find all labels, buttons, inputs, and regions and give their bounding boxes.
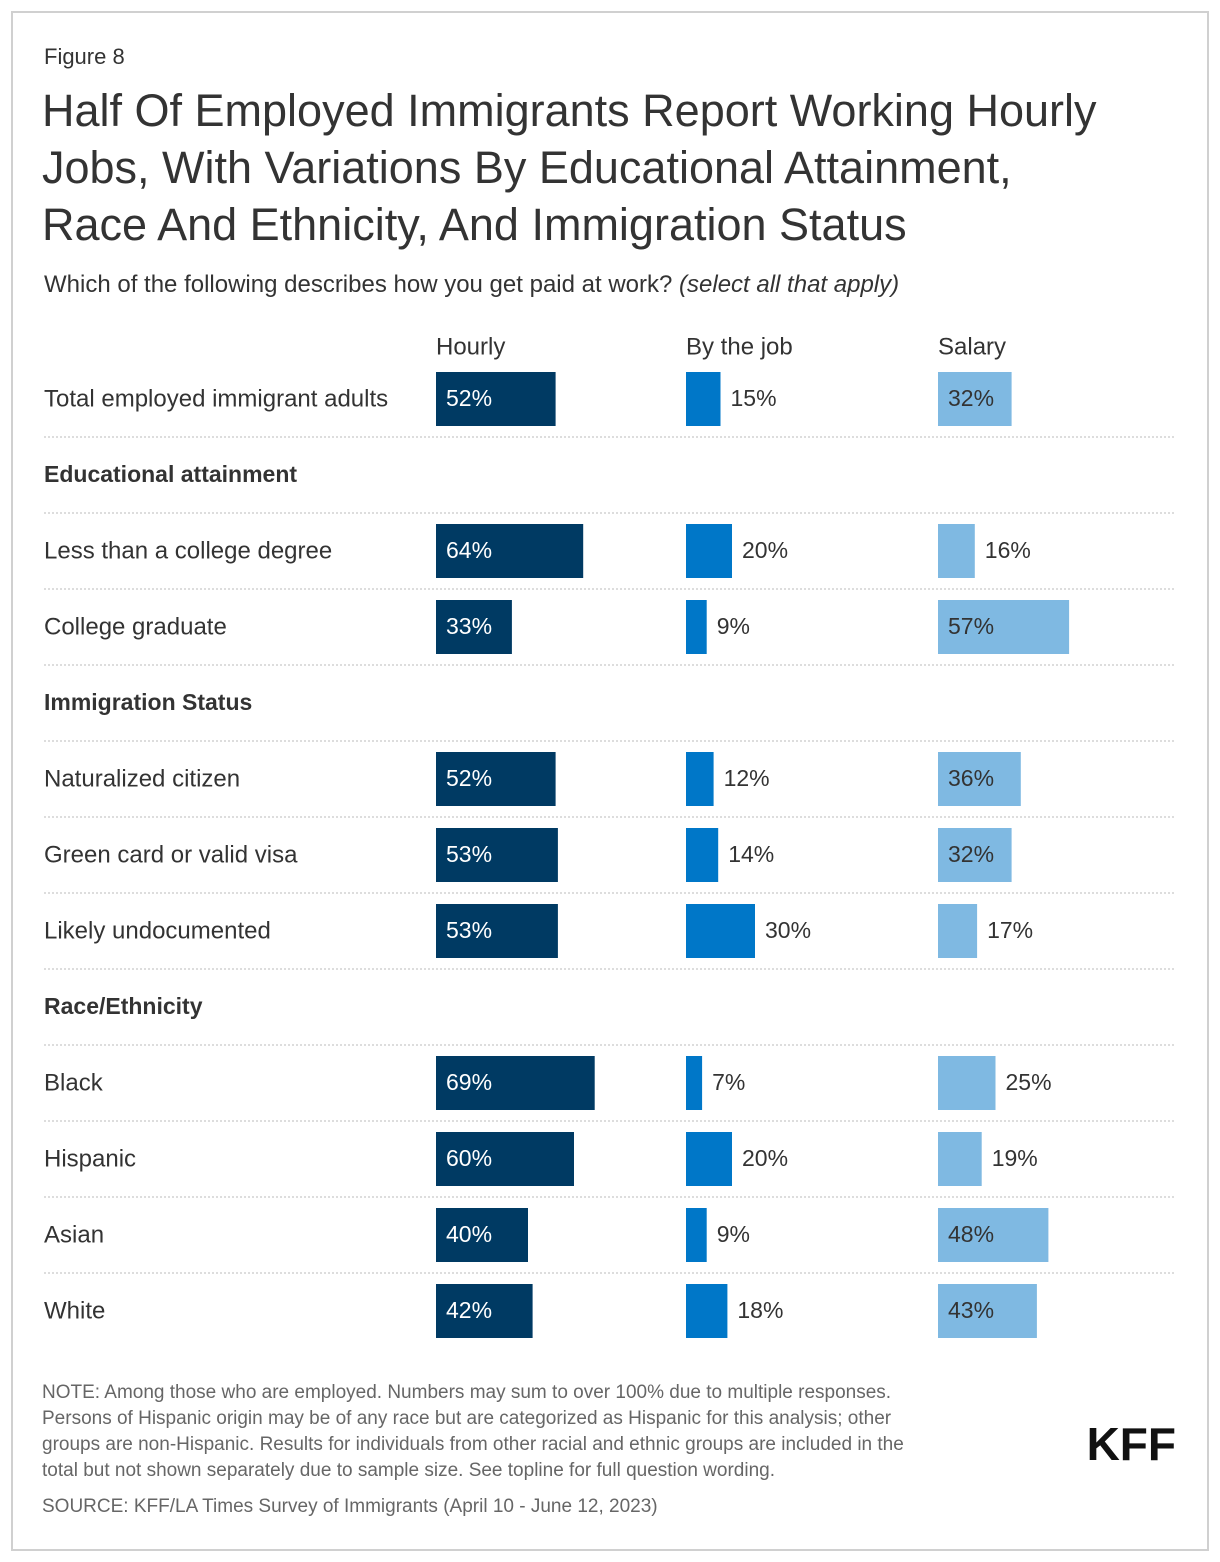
value-label: 25%: [1006, 1069, 1052, 1095]
logo: KFF: [1087, 1418, 1176, 1470]
bar: [686, 752, 714, 806]
bar: [686, 1056, 703, 1110]
bar: [938, 828, 1012, 882]
bar: [938, 1284, 1037, 1338]
note: Persons of Hispanic origin may be of any…: [42, 1408, 892, 1429]
value-label: 9%: [717, 1221, 750, 1247]
bar: [938, 372, 1012, 426]
value-label: 64%: [446, 537, 492, 563]
chart-title: Race And Ethnicity, And Immigration Stat…: [42, 199, 907, 250]
value-label: 42%: [446, 1297, 492, 1323]
bar: [938, 1208, 1049, 1262]
value-label: 30%: [765, 917, 811, 943]
section-header: Immigration Status: [44, 689, 252, 715]
bar: [436, 524, 584, 578]
value-label: 7%: [712, 1069, 745, 1095]
note: groups are non-Hispanic. Results for ind…: [42, 1434, 904, 1455]
category-label: Asian: [44, 1221, 104, 1248]
value-label: 33%: [446, 613, 492, 639]
bar: [436, 1132, 574, 1186]
column-header: Salary: [938, 333, 1006, 360]
category-label: Likely undocumented: [44, 917, 271, 944]
bar: [686, 1284, 728, 1338]
value-label: 40%: [446, 1221, 492, 1247]
value-label: 17%: [987, 917, 1033, 943]
bar: [436, 1208, 528, 1262]
value-label: 32%: [948, 841, 994, 867]
value-label: 18%: [737, 1297, 783, 1323]
value-label: 52%: [446, 385, 492, 411]
category-label: White: [44, 1297, 105, 1324]
bar: [436, 372, 556, 426]
category-label: Naturalized citizen: [44, 765, 240, 792]
category-label: Hispanic: [44, 1145, 136, 1172]
subtitle-note: (select all that apply): [679, 271, 899, 298]
value-label: 69%: [446, 1069, 492, 1095]
value-label: 53%: [446, 841, 492, 867]
bar: [686, 524, 732, 578]
category-label: College graduate: [44, 613, 227, 640]
bar: [686, 828, 719, 882]
bar: [938, 524, 975, 578]
bar: [436, 600, 512, 654]
bar: [938, 1056, 996, 1110]
column-header: By the job: [686, 333, 793, 360]
bar: [436, 1284, 533, 1338]
value-label: 43%: [948, 1297, 994, 1323]
bar: [436, 752, 556, 806]
value-label: 52%: [446, 765, 492, 791]
bar: [938, 752, 1021, 806]
section-header: Educational attainment: [44, 461, 297, 487]
bar: [686, 904, 755, 958]
section-header: Race/Ethnicity: [44, 993, 203, 1019]
column-header: Hourly: [436, 333, 505, 360]
category-label: Black: [44, 1069, 104, 1096]
bar: [686, 1132, 732, 1186]
bar: [938, 600, 1070, 654]
bar: [938, 904, 978, 958]
value-label: 14%: [728, 841, 774, 867]
category-label: Total employed immigrant adults: [44, 385, 388, 412]
bar: [686, 600, 707, 654]
bar: [686, 372, 721, 426]
subtitle-main: Which of the following describes how you…: [44, 271, 672, 298]
bar: [686, 1208, 707, 1262]
category-label: Green card or valid visa: [44, 841, 298, 868]
chart-title: Jobs, With Variations By Educational Att…: [42, 142, 1012, 193]
value-label: 19%: [992, 1145, 1038, 1171]
subtitle: Which of the following describes how you…: [44, 271, 899, 298]
value-label: 48%: [948, 1221, 994, 1247]
value-label: 15%: [731, 385, 777, 411]
category-label: Less than a college degree: [44, 537, 332, 564]
chart-title: Half Of Employed Immigrants Report Worki…: [42, 85, 1097, 136]
value-label: 36%: [948, 765, 994, 791]
value-label: 12%: [724, 765, 770, 791]
value-label: 60%: [446, 1145, 492, 1171]
bar: [436, 1056, 595, 1110]
value-label: 20%: [742, 537, 788, 563]
bar: [436, 904, 558, 958]
value-label: 16%: [985, 537, 1031, 563]
note: total but not shown separately due to sa…: [42, 1460, 775, 1481]
source: SOURCE: KFF/LA Times Survey of Immigrant…: [42, 1496, 658, 1517]
value-label: 32%: [948, 385, 994, 411]
value-label: 53%: [446, 917, 492, 943]
bar: [436, 828, 558, 882]
value-label: 20%: [742, 1145, 788, 1171]
figure-label: Figure 8: [44, 44, 125, 69]
note: NOTE: Among those who are employed. Numb…: [42, 1382, 891, 1403]
value-label: 9%: [717, 613, 750, 639]
bar: [938, 1132, 982, 1186]
value-label: 57%: [948, 613, 994, 639]
